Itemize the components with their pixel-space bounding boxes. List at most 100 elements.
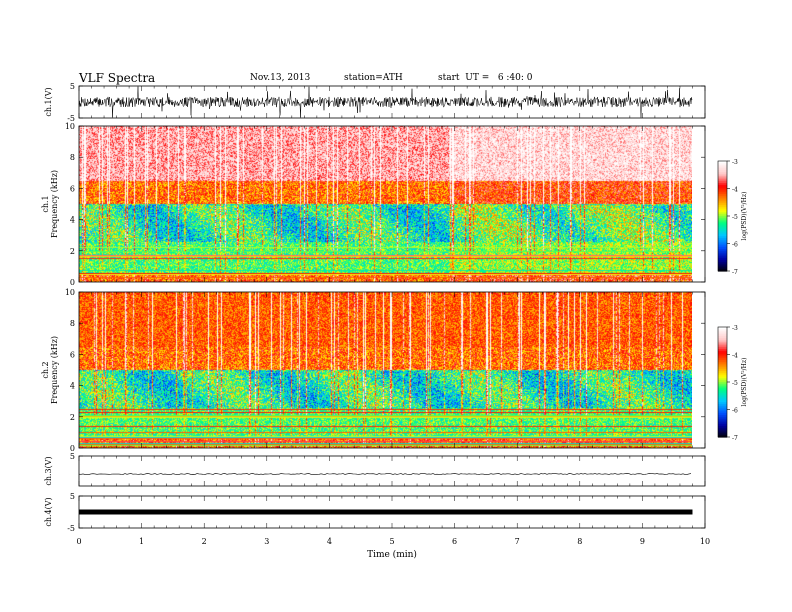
colorbar-segment	[718, 249, 727, 252]
channel-axis-label: ch.4(V)	[44, 497, 53, 526]
colorbar-segment	[718, 429, 727, 433]
channel-label: ch.2	[41, 361, 50, 378]
date-label: Nov.13, 2013	[250, 73, 311, 83]
ch3-waveform-panel: ch.3(V)	[44, 456, 692, 486]
colorbar-segment	[718, 245, 727, 248]
colorbar-segment	[718, 350, 727, 354]
colorbar-segment	[718, 194, 727, 197]
colorbar-segment	[718, 345, 727, 348]
x-tick-label: 6	[452, 537, 457, 546]
colorbar-segment	[718, 341, 727, 345]
frequency-axis-label: Frequency (kHz)	[50, 336, 59, 404]
colorbar-segment	[718, 195, 727, 199]
ch1-spectrogram-raster	[79, 126, 692, 282]
y-tick-label: 2	[70, 413, 75, 422]
colorbar-segment	[718, 232, 727, 235]
colorbar-segment	[718, 356, 727, 359]
colorbar-segment	[718, 347, 727, 350]
colorbar-segment	[718, 239, 727, 243]
colorbar-segment	[718, 203, 727, 206]
colorbar-segment	[718, 349, 727, 352]
colorbar-segment	[718, 393, 727, 396]
channel-axis-label: ch.3(V)	[44, 456, 53, 485]
x-tick-label: 5	[389, 537, 394, 546]
colorbars: -3 -4 -5 -6 -7 log(PSD)(V²/Hz) -3 -4 -5 -6 -7 log(P…	[717, 159, 748, 442]
y-tick-label: 0	[70, 444, 75, 453]
ch1-waveform-trace	[78, 86, 693, 118]
colorbar-tick-label: -7	[732, 269, 738, 276]
ch2-spectrogram-raster	[79, 292, 692, 448]
ch4-waveform-panel: ch.4(V)	[44, 497, 693, 527]
ch3-waveform-trace	[78, 473, 692, 475]
colorbar-segment	[718, 400, 727, 403]
x-axis-label: Time (min)	[367, 549, 417, 560]
colorbar-segment	[718, 166, 727, 169]
colorbar-segment	[718, 221, 727, 224]
colorbar-segment	[718, 418, 727, 422]
colorbar-segment	[718, 179, 727, 182]
colorbar-segment	[718, 243, 727, 246]
colorbar-segment	[718, 371, 727, 374]
colorbar-segment	[718, 212, 727, 215]
colorbar-segment	[718, 352, 727, 356]
colorbar-segment	[718, 219, 727, 223]
colorbar-label: log(PSD)(V²/Hz)	[741, 358, 748, 407]
colorbar-segment	[718, 267, 727, 270]
colorbar-label: log(PSD)(V²/Hz)	[741, 192, 748, 241]
y-tick-label: 5	[70, 452, 75, 461]
colorbar-segment	[718, 372, 727, 376]
colorbar-segment	[718, 327, 727, 330]
colorbar-segment	[718, 192, 727, 195]
colorbar-segment	[718, 374, 727, 378]
y-tick-label: 0	[70, 278, 75, 287]
colorbar-segment	[718, 435, 727, 438]
colorbar-segment	[718, 238, 727, 241]
y-tick-label: 10	[65, 122, 75, 131]
colorbar-segment	[718, 394, 727, 398]
colorbar-segment	[718, 369, 727, 372]
colorbar-segment	[718, 190, 727, 193]
y-tick-label: 4	[70, 216, 75, 225]
colorbar-segment	[718, 217, 727, 221]
colorbar-tick-label: -6	[732, 242, 738, 249]
colorbar-segment	[718, 391, 727, 394]
colorbar-segment	[718, 216, 727, 219]
colorbar-segment	[718, 206, 727, 210]
colorbar-segment	[718, 161, 727, 164]
colorbar-segment	[718, 263, 727, 267]
colorbar-tick-label: -3	[732, 159, 738, 166]
colorbar-segment	[718, 170, 727, 173]
colorbar-segment	[718, 339, 727, 343]
colorbar-segment	[718, 183, 727, 186]
colorbar-segment	[718, 205, 727, 208]
colorbar-segment	[718, 186, 727, 190]
colorbar-tick-label: -3	[732, 325, 738, 332]
colorbar-segment	[718, 197, 727, 201]
ch1-waveform-panel: ch.1(V)	[44, 86, 693, 118]
colorbar-segment	[718, 227, 727, 230]
colorbar-segment	[718, 228, 727, 232]
colorbar-segment	[718, 236, 727, 239]
colorbar-segment	[718, 405, 727, 409]
y-tick-label: 5	[70, 492, 75, 501]
colorbar-segment	[718, 404, 727, 407]
channel-label: ch.1	[41, 195, 50, 212]
colorbar-segment	[718, 382, 727, 385]
colorbar-segment	[718, 367, 727, 370]
x-tick-label: 0	[76, 537, 81, 546]
colorbar-segment	[718, 258, 727, 261]
colorbar-segment	[718, 338, 727, 341]
x-tick-label: 1	[139, 537, 144, 546]
colorbar-segment	[718, 426, 727, 429]
colorbar-segment	[718, 383, 727, 387]
colorbar-segment	[718, 343, 727, 346]
y-tick-label: 8	[70, 153, 75, 162]
y-tick-label: -5	[67, 524, 75, 533]
colorbar-segment	[718, 225, 727, 228]
colorbar-segment	[718, 396, 727, 400]
colorbar-tick-label: -4	[732, 353, 738, 360]
colorbar-segment	[718, 378, 727, 381]
colorbar-segment	[718, 254, 727, 257]
channel-axis-label: ch.1(V)	[44, 87, 53, 116]
colorbar-segment	[718, 427, 727, 431]
